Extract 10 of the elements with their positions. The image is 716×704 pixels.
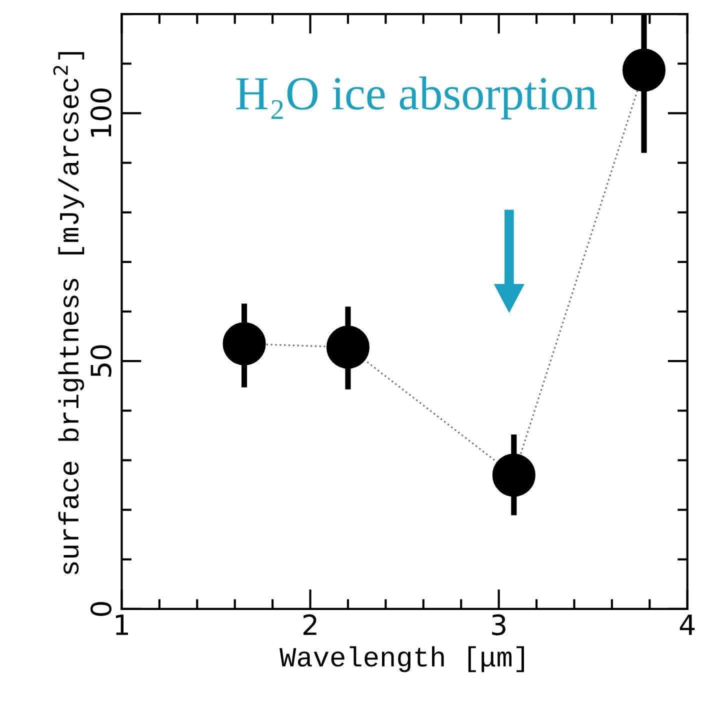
- y-axis-title: surface brightness [mJy/arcsec$^{2}$]: [53, 52, 84, 574]
- annotation: H₂O ice absorption: [236, 76, 597, 120]
- y-tick-label: 50: [90, 345, 112, 377]
- x-tick-label: 3: [492, 614, 506, 636]
- x-tick-label: 2: [303, 614, 316, 635]
- y-tick-label: 0: [90, 602, 112, 616]
- x-axis-title: Wavelength [μm]: [280, 646, 524, 672]
- x-tick-label: 4: [680, 614, 695, 635]
- y-tick-label: 100: [90, 88, 112, 137]
- x-tick-label: 1: [116, 614, 128, 635]
